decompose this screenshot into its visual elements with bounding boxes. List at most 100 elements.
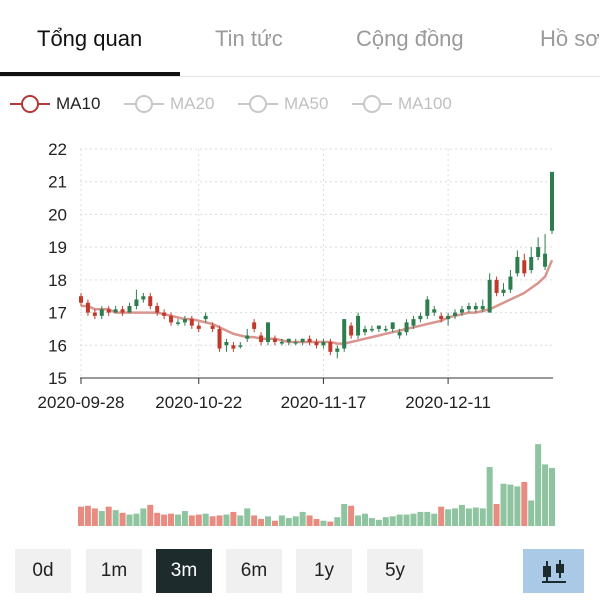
tab-overview[interactable]: Tổng quan (37, 26, 143, 51)
volume-bar (452, 508, 459, 526)
volume-bar (528, 500, 535, 526)
candle-body (175, 322, 180, 324)
candle-body (480, 306, 485, 310)
legend-label-ma20: MA20 (170, 94, 215, 113)
legend-item-ma50[interactable]: MA50 (238, 88, 328, 120)
legend-item-ma100[interactable]: MA100 (352, 88, 452, 120)
candle-body (155, 306, 160, 313)
candle-body (259, 335, 264, 343)
candle-body (127, 306, 132, 313)
volume-bar (382, 517, 389, 526)
volume-bar (334, 517, 341, 526)
candle-body (494, 279, 499, 293)
legend-item-ma20[interactable]: MA20 (124, 88, 214, 120)
volume-bar (216, 515, 223, 526)
volume-bar (438, 506, 445, 526)
volume-bar (119, 512, 126, 526)
volume-bar (458, 504, 465, 526)
candle-body (314, 342, 319, 346)
candle-body (162, 312, 167, 316)
candle-body (266, 322, 271, 343)
volume-bar (445, 509, 452, 526)
chart-type-button[interactable] (523, 549, 584, 593)
candle-body (148, 296, 153, 307)
volume-bar (292, 516, 299, 526)
legend-label-ma100: MA100 (398, 94, 452, 113)
volume-bar (507, 484, 514, 526)
volume-bar (361, 513, 368, 526)
legend-label-ma50: MA50 (284, 94, 329, 113)
candle-body (231, 345, 236, 349)
y-tick-label: 20 (48, 205, 67, 224)
volume-bar (112, 510, 119, 526)
candle-body (515, 256, 520, 274)
legend-label-ma10: MA10 (56, 94, 101, 113)
volume-bar (188, 515, 195, 526)
candle-body (404, 322, 409, 333)
volume-bar (472, 507, 479, 526)
volume-bar (161, 514, 168, 526)
legend-item-ma10[interactable]: MA10 (10, 88, 100, 120)
tab-profile[interactable]: Hồ sơ (540, 26, 600, 51)
volume-bar (133, 513, 140, 526)
volume-bar (549, 467, 555, 526)
volume-bar (237, 515, 244, 526)
period-1y-button[interactable]: 1y (296, 549, 352, 593)
candle-body (182, 319, 187, 323)
period-6m-button[interactable]: 6m (226, 549, 282, 593)
volume-bar (355, 515, 362, 526)
volume-bar (521, 482, 528, 526)
period-0d-button[interactable]: 0d (15, 549, 71, 593)
volume-bar (396, 514, 403, 526)
candle-body (203, 315, 208, 320)
volume-bar (417, 511, 424, 526)
candle-body (189, 319, 194, 326)
x-tick-label: 2020-12-11 (405, 393, 491, 412)
volume-bar (479, 508, 486, 526)
volume-bar (91, 508, 98, 526)
price-chart[interactable]: 22 21 20 19 18 17 16 15 2020-09-28 2020-10-22 2020… (0, 130, 600, 535)
period-5y-button[interactable]: 5y (367, 549, 423, 593)
candle-body (134, 299, 139, 307)
candle-body (397, 332, 402, 336)
candle-body (349, 325, 354, 336)
candle-body (245, 335, 250, 339)
volume-bar (348, 505, 355, 526)
candle-body (418, 315, 423, 320)
candle-body (106, 309, 111, 313)
volume-bar (154, 512, 161, 526)
volume-bar (403, 514, 410, 526)
volume-bar (306, 515, 313, 526)
candle-body (446, 315, 451, 320)
candle-body (342, 319, 347, 349)
volume-bar (500, 483, 507, 526)
volume-bar (209, 516, 216, 526)
candle-body (300, 338, 305, 343)
candle-body (85, 302, 90, 313)
volume-bar (174, 514, 181, 526)
volume-bar (202, 513, 209, 526)
volume-bar (375, 519, 382, 526)
y-tick-label: 17 (48, 304, 67, 323)
volume-bar (271, 520, 278, 526)
candle-body (169, 315, 174, 323)
candle-body (79, 296, 83, 303)
y-tick-label: 19 (48, 238, 67, 257)
tab-community[interactable]: Cộng đồng (356, 26, 464, 51)
volume-bar (320, 520, 327, 526)
candle-body (217, 328, 222, 349)
volume-bar (78, 506, 84, 526)
volume-bar (244, 508, 251, 526)
candle-body (196, 325, 201, 329)
volume-bar (341, 504, 348, 526)
tab-news[interactable]: Tin tức (215, 26, 283, 51)
candle-body (390, 322, 395, 329)
candle-body (356, 315, 361, 336)
period-3m-button[interactable]: 3m (156, 549, 212, 593)
y-tick-label: 21 (48, 173, 67, 192)
tab-bar: Tổng quan Tin tức Cộng đồng Hồ sơ (0, 0, 600, 77)
volume-bar (258, 518, 265, 526)
period-1m-button[interactable]: 1m (86, 549, 142, 593)
ma10-marker-icon (10, 95, 50, 113)
volume-bar (223, 514, 230, 526)
